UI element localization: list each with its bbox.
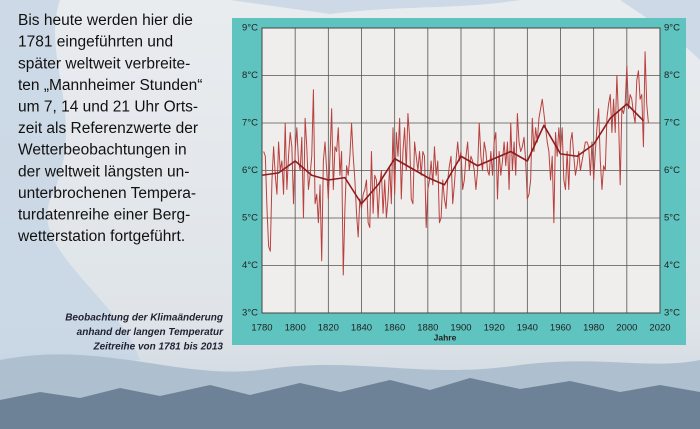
sky-shape (620, 0, 700, 60)
y-tick-label: 9°C (242, 23, 258, 34)
temperature-line (263, 51, 649, 276)
panel-text-line: zeit als Referenzwerte der (18, 120, 198, 137)
y-tick-label-right: 5°C (664, 213, 680, 224)
x-tick-label: 1900 (450, 323, 471, 334)
sky-shape (230, 0, 520, 14)
caption-line: Beobachtung der Klimaänderung (65, 313, 223, 324)
x-tick-label: 1880 (417, 323, 438, 334)
caption-line: Zeitreihe von 1781 bis 2013 (92, 342, 223, 353)
x-tick-label: 1940 (517, 323, 538, 334)
x-tick-label: 2020 (649, 323, 670, 334)
plot-border (261, 27, 661, 314)
y-tick-label-right: 6°C (664, 165, 680, 176)
y-tick-label-right: 7°C (664, 118, 680, 129)
y-tick-label: 5°C (242, 213, 258, 224)
y-tick-label: 8°C (242, 70, 258, 81)
temperature-line (261, 103, 644, 205)
x-tick-label: 1960 (550, 323, 571, 334)
x-tick-label: 1800 (285, 323, 306, 334)
x-tick-label: 1820 (318, 323, 339, 334)
y-tick-label-right: 3°C (664, 308, 680, 319)
panel-text-line: später weltweit verbreite- (18, 55, 190, 72)
panel-text-line: unterbrochenen Tempera- (18, 185, 196, 202)
y-tick-label: 4°C (242, 260, 258, 271)
panel-text-line: Bis heute werden hier die (18, 12, 193, 29)
x-tick-label: 2000 (616, 323, 637, 334)
x-tick-label: 1980 (583, 323, 604, 334)
panel-text-line: wetterstation fortgeführt. (17, 228, 185, 245)
x-tick-label: 1860 (384, 323, 405, 334)
y-tick-label: 3°C (242, 308, 258, 319)
panel-text-line: um 7, 14 und 21 Uhr Orts- (18, 98, 198, 115)
y-tick-label-right: 4°C (664, 260, 680, 271)
panel-text-line: der weltweit längsten un- (18, 163, 189, 180)
y-tick-label-right: 9°C (664, 23, 680, 34)
y-tick-label: 7°C (242, 118, 258, 129)
sky-shape (0, 0, 140, 370)
panel-text-line: 1781 eingeführten und (18, 34, 173, 51)
panel-text-line: turdatenreihe einer Berg- (18, 206, 190, 223)
caption-line: anhand der langen Temperatur (77, 327, 224, 338)
x-tick-label: 1780 (251, 323, 272, 334)
x-axis-label: Jahre (434, 332, 457, 342)
panel-text-line: Wetterbeobachtungen in (18, 142, 187, 159)
panel-text-line: ten „Mannheimer Stunden“ (18, 77, 202, 94)
y-tick-label: 6°C (242, 165, 258, 176)
y-tick-label-right: 8°C (664, 70, 680, 81)
mountains-front (0, 378, 700, 429)
x-tick-label: 1920 (484, 323, 505, 334)
x-tick-label: 1840 (351, 323, 372, 334)
